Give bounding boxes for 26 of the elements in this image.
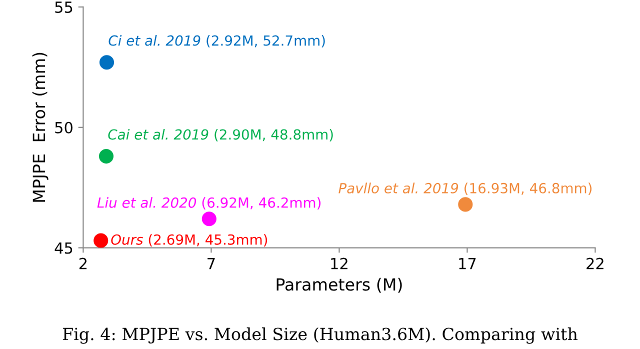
- series-label: Pavllo et al. 2019: [338, 182, 458, 194]
- series-label: Cai et al. 2019: [108, 128, 208, 140]
- series-label: Liu et al. 2020: [97, 197, 196, 208]
- y-axis-title: MPJPE Error (mm): [32, 52, 48, 202]
- x-tick-label: 2: [79, 258, 87, 270]
- x-tick-label: 12: [331, 258, 348, 270]
- series-label: Ours: [111, 234, 143, 245]
- y-tick-label: 45: [54, 242, 72, 254]
- x-axis-title: Parameters (M): [276, 278, 402, 293]
- y-tick-label: 50: [55, 122, 72, 134]
- caption: Fig. 4: MPJPE vs. Model Size (Human3.6M). Comparing with: [62, 327, 578, 344]
- annotation: (2.69M, 45.3mm): [148, 234, 268, 246]
- x-tick-label: 22: [586, 258, 604, 270]
- x-tick-label: 7: [208, 258, 215, 270]
- annotation: (2.92M, 52.7mm): [206, 35, 325, 48]
- annotation: (6.92M, 46.2mm): [202, 197, 321, 210]
- y-tick-label: 55: [55, 2, 72, 13]
- annotation: (16.93M, 46.8mm): [464, 182, 592, 196]
- point: [202, 212, 216, 226]
- series-label: Ci et al. 2019: [108, 35, 200, 46]
- point: [98, 149, 114, 164]
- point: [94, 233, 108, 248]
- point: [99, 55, 114, 70]
- x-tick-label: 17: [459, 258, 476, 270]
- point: [458, 197, 473, 212]
- annotation: (2.90M, 48.8mm): [214, 128, 333, 142]
